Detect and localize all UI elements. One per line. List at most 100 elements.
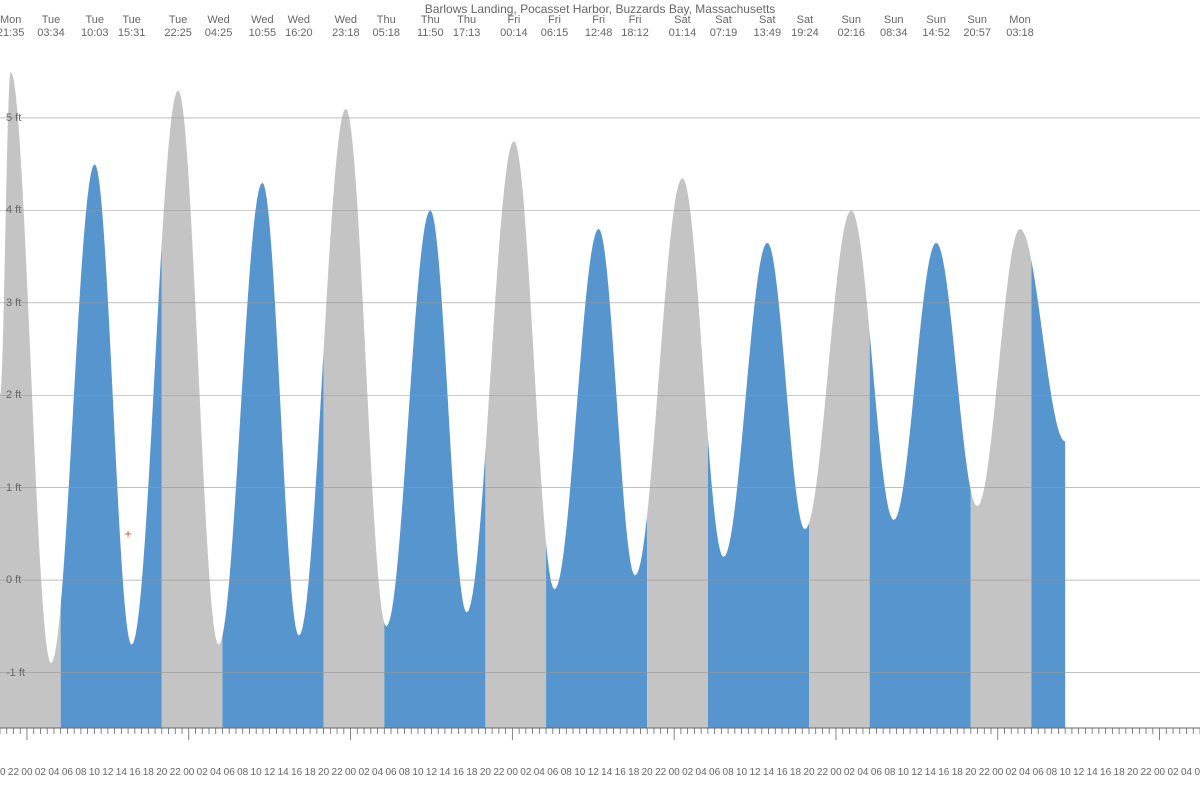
- bottom-hour-label: 06: [1194, 767, 1200, 778]
- bottom-hour-label: 14: [1087, 767, 1098, 778]
- bottom-hour-label: 06: [1033, 767, 1044, 778]
- bottom-hour-label: 18: [305, 767, 316, 778]
- bottom-hour-label: 02: [197, 767, 208, 778]
- bottom-hour-label: 02: [520, 767, 531, 778]
- top-label: Wed16:20: [285, 14, 313, 40]
- bottom-hour-label: 18: [143, 767, 154, 778]
- bottom-hour-label: 08: [399, 767, 410, 778]
- bottom-hour-label: 18: [466, 767, 477, 778]
- top-label: Thu05:18: [373, 14, 401, 40]
- y-axis-label: 4 ft: [6, 204, 21, 216]
- bottom-hour-label: 10: [1060, 767, 1071, 778]
- bottom-hour-label: 16: [453, 767, 464, 778]
- bottom-hour-label: 22: [493, 767, 504, 778]
- bottom-hour-label: 12: [102, 767, 113, 778]
- bottom-hour-label: 02: [682, 767, 693, 778]
- bottom-hour-label: 14: [601, 767, 612, 778]
- bottom-hour-label: 10: [574, 767, 585, 778]
- top-label: Thu11:50: [417, 14, 444, 40]
- bottom-hour-label: 20: [965, 767, 976, 778]
- top-label: Wed04:25: [205, 14, 233, 40]
- top-label: Tue10:03: [81, 14, 109, 40]
- bottom-hour-label: 18: [952, 767, 963, 778]
- bottom-hour-label: 08: [561, 767, 572, 778]
- top-label: Fri06:15: [541, 14, 569, 40]
- top-label: Fri12:48: [585, 14, 613, 40]
- bottom-hour-label: 08: [723, 767, 734, 778]
- plot-area: [0, 44, 1200, 764]
- y-axis-label: 1 ft: [6, 482, 21, 494]
- tide-chart: Barlows Landing, Pocasset Harbor, Buzzar…: [0, 0, 1200, 800]
- bottom-labels-row: 2022000204060810121416182022000204060810…: [0, 764, 1200, 800]
- bottom-hour-label: 04: [696, 767, 707, 778]
- top-label: Sat13:49: [754, 14, 782, 40]
- top-label: Sat19:24: [791, 14, 819, 40]
- bottom-hour-label: 00: [830, 767, 841, 778]
- bottom-hour-label: 06: [62, 767, 73, 778]
- y-axis-label: -1 ft: [6, 667, 25, 679]
- bottom-hour-label: 06: [547, 767, 558, 778]
- bottom-hour-label: 00: [1154, 767, 1165, 778]
- bottom-hour-label: 04: [1181, 767, 1192, 778]
- bottom-hour-label: 16: [776, 767, 787, 778]
- top-label: Sun02:16: [837, 14, 865, 40]
- bottom-hour-label: 22: [1141, 767, 1152, 778]
- bottom-hour-label: 16: [291, 767, 302, 778]
- bottom-hour-label: 20: [480, 767, 491, 778]
- bottom-hour-label: 14: [925, 767, 936, 778]
- bottom-hour-label: 12: [749, 767, 760, 778]
- top-label: Thu17:13: [453, 14, 481, 40]
- bottom-hour-label: 10: [251, 767, 262, 778]
- top-labels-row: Mon21:35Tue03:34Tue10:03Tue15:31Tue22:25…: [0, 14, 1200, 44]
- bottom-hour-label: 22: [979, 767, 990, 778]
- bottom-hour-label: 22: [170, 767, 181, 778]
- bottom-hour-label: 20: [803, 767, 814, 778]
- bottom-hour-label: 18: [1114, 767, 1125, 778]
- bottom-hour-label: 18: [790, 767, 801, 778]
- bottom-hour-label: 02: [358, 767, 369, 778]
- top-label: Sat07:19: [710, 14, 738, 40]
- bottom-hour-label: 20: [642, 767, 653, 778]
- bottom-hour-label: 12: [1073, 767, 1084, 778]
- bottom-hour-label: 16: [938, 767, 949, 778]
- bottom-hour-label: 04: [857, 767, 868, 778]
- bottom-hour-label: 20: [156, 767, 167, 778]
- top-label: Sat01:14: [669, 14, 697, 40]
- bottom-hour-label: 02: [35, 767, 46, 778]
- y-axis-label: 5 ft: [6, 112, 21, 124]
- bottom-hour-label: 00: [669, 767, 680, 778]
- bottom-hour-label: 08: [237, 767, 248, 778]
- bottom-hour-label: 02: [1006, 767, 1017, 778]
- top-label: Tue15:31: [118, 14, 146, 40]
- bottom-hour-label: 00: [345, 767, 356, 778]
- top-label: Fri00:14: [500, 14, 528, 40]
- bottom-hour-label: 12: [911, 767, 922, 778]
- bottom-hour-label: 16: [129, 767, 140, 778]
- bottom-hour-label: 12: [264, 767, 275, 778]
- bottom-hour-label: 06: [224, 767, 235, 778]
- bottom-hour-label: 00: [21, 767, 32, 778]
- bottom-hour-label: 10: [89, 767, 100, 778]
- bottom-hour-label: 20: [1127, 767, 1138, 778]
- bottom-hour-label: 08: [1046, 767, 1057, 778]
- top-label: Tue03:34: [37, 14, 65, 40]
- bottom-hour-label: 00: [992, 767, 1003, 778]
- top-label: Wed10:55: [249, 14, 277, 40]
- bottom-hour-label: 12: [426, 767, 437, 778]
- bottom-hour-label: 04: [1019, 767, 1030, 778]
- top-label: Mon21:35: [0, 14, 24, 40]
- bottom-hour-label: 16: [1100, 767, 1111, 778]
- bottom-hour-label: 04: [48, 767, 59, 778]
- top-label: Wed23:18: [332, 14, 360, 40]
- top-label: Sun14:52: [922, 14, 950, 40]
- bottom-hour-label: 04: [210, 767, 221, 778]
- bottom-hour-label: 00: [183, 767, 194, 778]
- bottom-hour-label: 14: [763, 767, 774, 778]
- bottom-hour-label: 16: [615, 767, 626, 778]
- bottom-hour-label: 08: [884, 767, 895, 778]
- bottom-hour-label: 04: [372, 767, 383, 778]
- bottom-hour-label: 08: [75, 767, 86, 778]
- bottom-hour-label: 06: [871, 767, 882, 778]
- top-label: Sun20:57: [963, 14, 991, 40]
- bottom-hour-label: 06: [385, 767, 396, 778]
